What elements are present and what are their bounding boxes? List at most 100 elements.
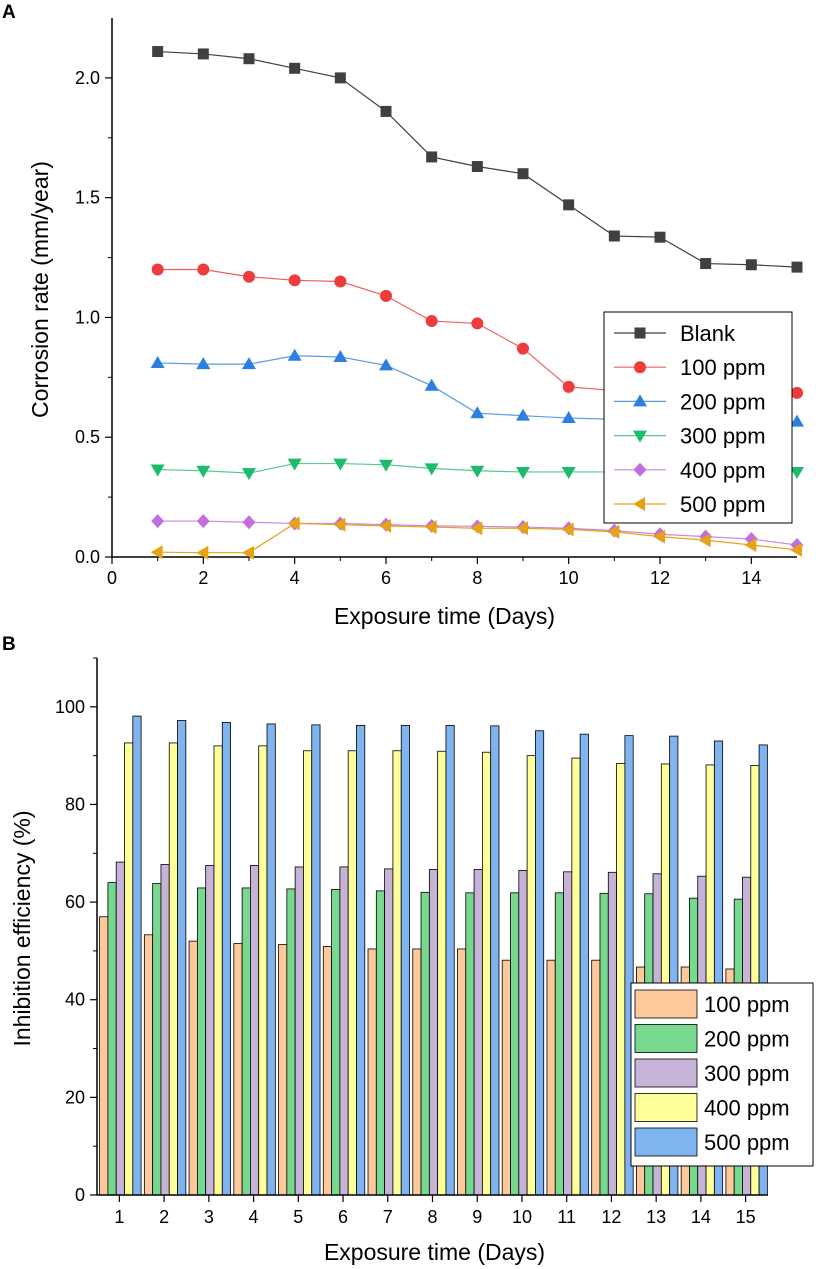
x-tick-label: 10 <box>559 568 579 588</box>
data-point <box>470 406 485 419</box>
data-point <box>561 411 576 424</box>
bar <box>571 757 581 1196</box>
legend-label: Blank <box>680 321 736 346</box>
data-point <box>654 231 666 243</box>
legend-swatch <box>634 1093 698 1122</box>
bar <box>286 888 296 1196</box>
data-point <box>242 468 256 481</box>
x-tick-label: 6 <box>381 568 391 588</box>
data-point <box>516 521 528 536</box>
data-point <box>424 463 439 476</box>
x-tick-label: 15 <box>736 1207 756 1227</box>
bar <box>420 891 430 1196</box>
x-tick-label: 2 <box>159 1207 169 1227</box>
data-point <box>425 315 438 328</box>
bar <box>367 948 377 1196</box>
bar <box>347 750 357 1196</box>
bar <box>554 892 564 1196</box>
bar <box>465 892 475 1196</box>
legend-label: 300 ppm <box>704 1061 790 1086</box>
legend-label: 500 ppm <box>704 1130 790 1155</box>
bar <box>241 887 251 1196</box>
data-point <box>471 161 483 173</box>
series-line-blank <box>157 50 798 268</box>
bar <box>607 871 617 1196</box>
data-point <box>333 517 346 532</box>
bar <box>294 866 304 1196</box>
x-tick-label: 8 <box>472 568 482 588</box>
legend-box <box>603 311 793 524</box>
data-point <box>288 274 301 287</box>
bar <box>510 892 520 1196</box>
legend-marker <box>633 462 647 477</box>
data-point <box>517 342 529 355</box>
bar <box>311 724 321 1196</box>
data-point <box>380 105 392 117</box>
data-point <box>516 408 530 421</box>
panel-a-line-chart: 0 2 4 6 8 10 12 14 0.0 0.5 1.0 1.5 2.0 Exposure time … <box>27 18 804 629</box>
data-point <box>424 520 437 535</box>
data-point <box>289 62 301 74</box>
y-tick-label: 100 <box>55 697 85 717</box>
data-point <box>333 349 348 362</box>
data-point <box>150 464 165 477</box>
bar <box>412 948 422 1196</box>
panel-b-bar-chart: 1 2 3 4 5 6 7 8 9 10 11 12 13 14 15020406080100Exposur… <box>9 657 814 1265</box>
x-tick-label: 3 <box>204 1207 214 1227</box>
x-tick-label: 11 <box>557 1207 576 1227</box>
data-point <box>243 53 255 65</box>
bar <box>563 871 573 1196</box>
data-point <box>334 72 346 84</box>
bar <box>303 750 313 1196</box>
x-tick-label: 4 <box>249 1207 259 1227</box>
data-point <box>242 515 256 530</box>
x-tick-label: 9 <box>472 1207 482 1227</box>
data-point <box>471 317 484 330</box>
data-point <box>196 357 211 370</box>
data-point <box>151 263 164 276</box>
y-tick-label: 2.0 <box>75 68 100 88</box>
x-tick-label: 5 <box>293 1207 303 1227</box>
data-point <box>698 533 711 548</box>
bar <box>160 864 170 1196</box>
bar <box>168 742 178 1196</box>
data-point <box>562 380 575 393</box>
data-point <box>424 378 439 391</box>
panel-a-letter: A <box>2 2 16 23</box>
bar <box>445 724 455 1196</box>
y-tick-label: 80 <box>65 794 85 814</box>
bar <box>384 868 394 1196</box>
bar <box>124 742 134 1196</box>
data-point <box>379 358 393 371</box>
bar <box>526 755 536 1196</box>
x-tick-label: 12 <box>601 1207 621 1227</box>
bar <box>356 724 366 1196</box>
legend-marker <box>633 394 647 407</box>
y-tick-label: 20 <box>65 1087 85 1107</box>
y-tick-label: 0.5 <box>75 427 100 447</box>
bar <box>205 865 215 1196</box>
data-point <box>653 529 665 544</box>
data-point <box>561 522 574 537</box>
data-point <box>470 465 485 478</box>
legend-marker <box>634 327 646 339</box>
bar <box>437 750 447 1196</box>
data-point <box>791 386 803 399</box>
bar <box>196 887 207 1196</box>
y-tick-label: 1.5 <box>75 188 100 208</box>
legend-marker <box>633 497 645 511</box>
x-tick-label: 12 <box>650 568 670 588</box>
data-point <box>196 545 209 560</box>
x-tick-label: 7 <box>383 1207 393 1227</box>
bar <box>331 888 341 1196</box>
data-point <box>287 516 300 531</box>
data-point <box>334 275 347 288</box>
data-point <box>196 465 211 478</box>
data-point <box>744 538 757 553</box>
x-tick-label: 8 <box>427 1207 437 1227</box>
bar <box>457 948 467 1196</box>
legend-label: 400 ppm <box>704 1096 790 1121</box>
x-tick-label: 4 <box>290 568 300 588</box>
bar <box>535 730 545 1196</box>
